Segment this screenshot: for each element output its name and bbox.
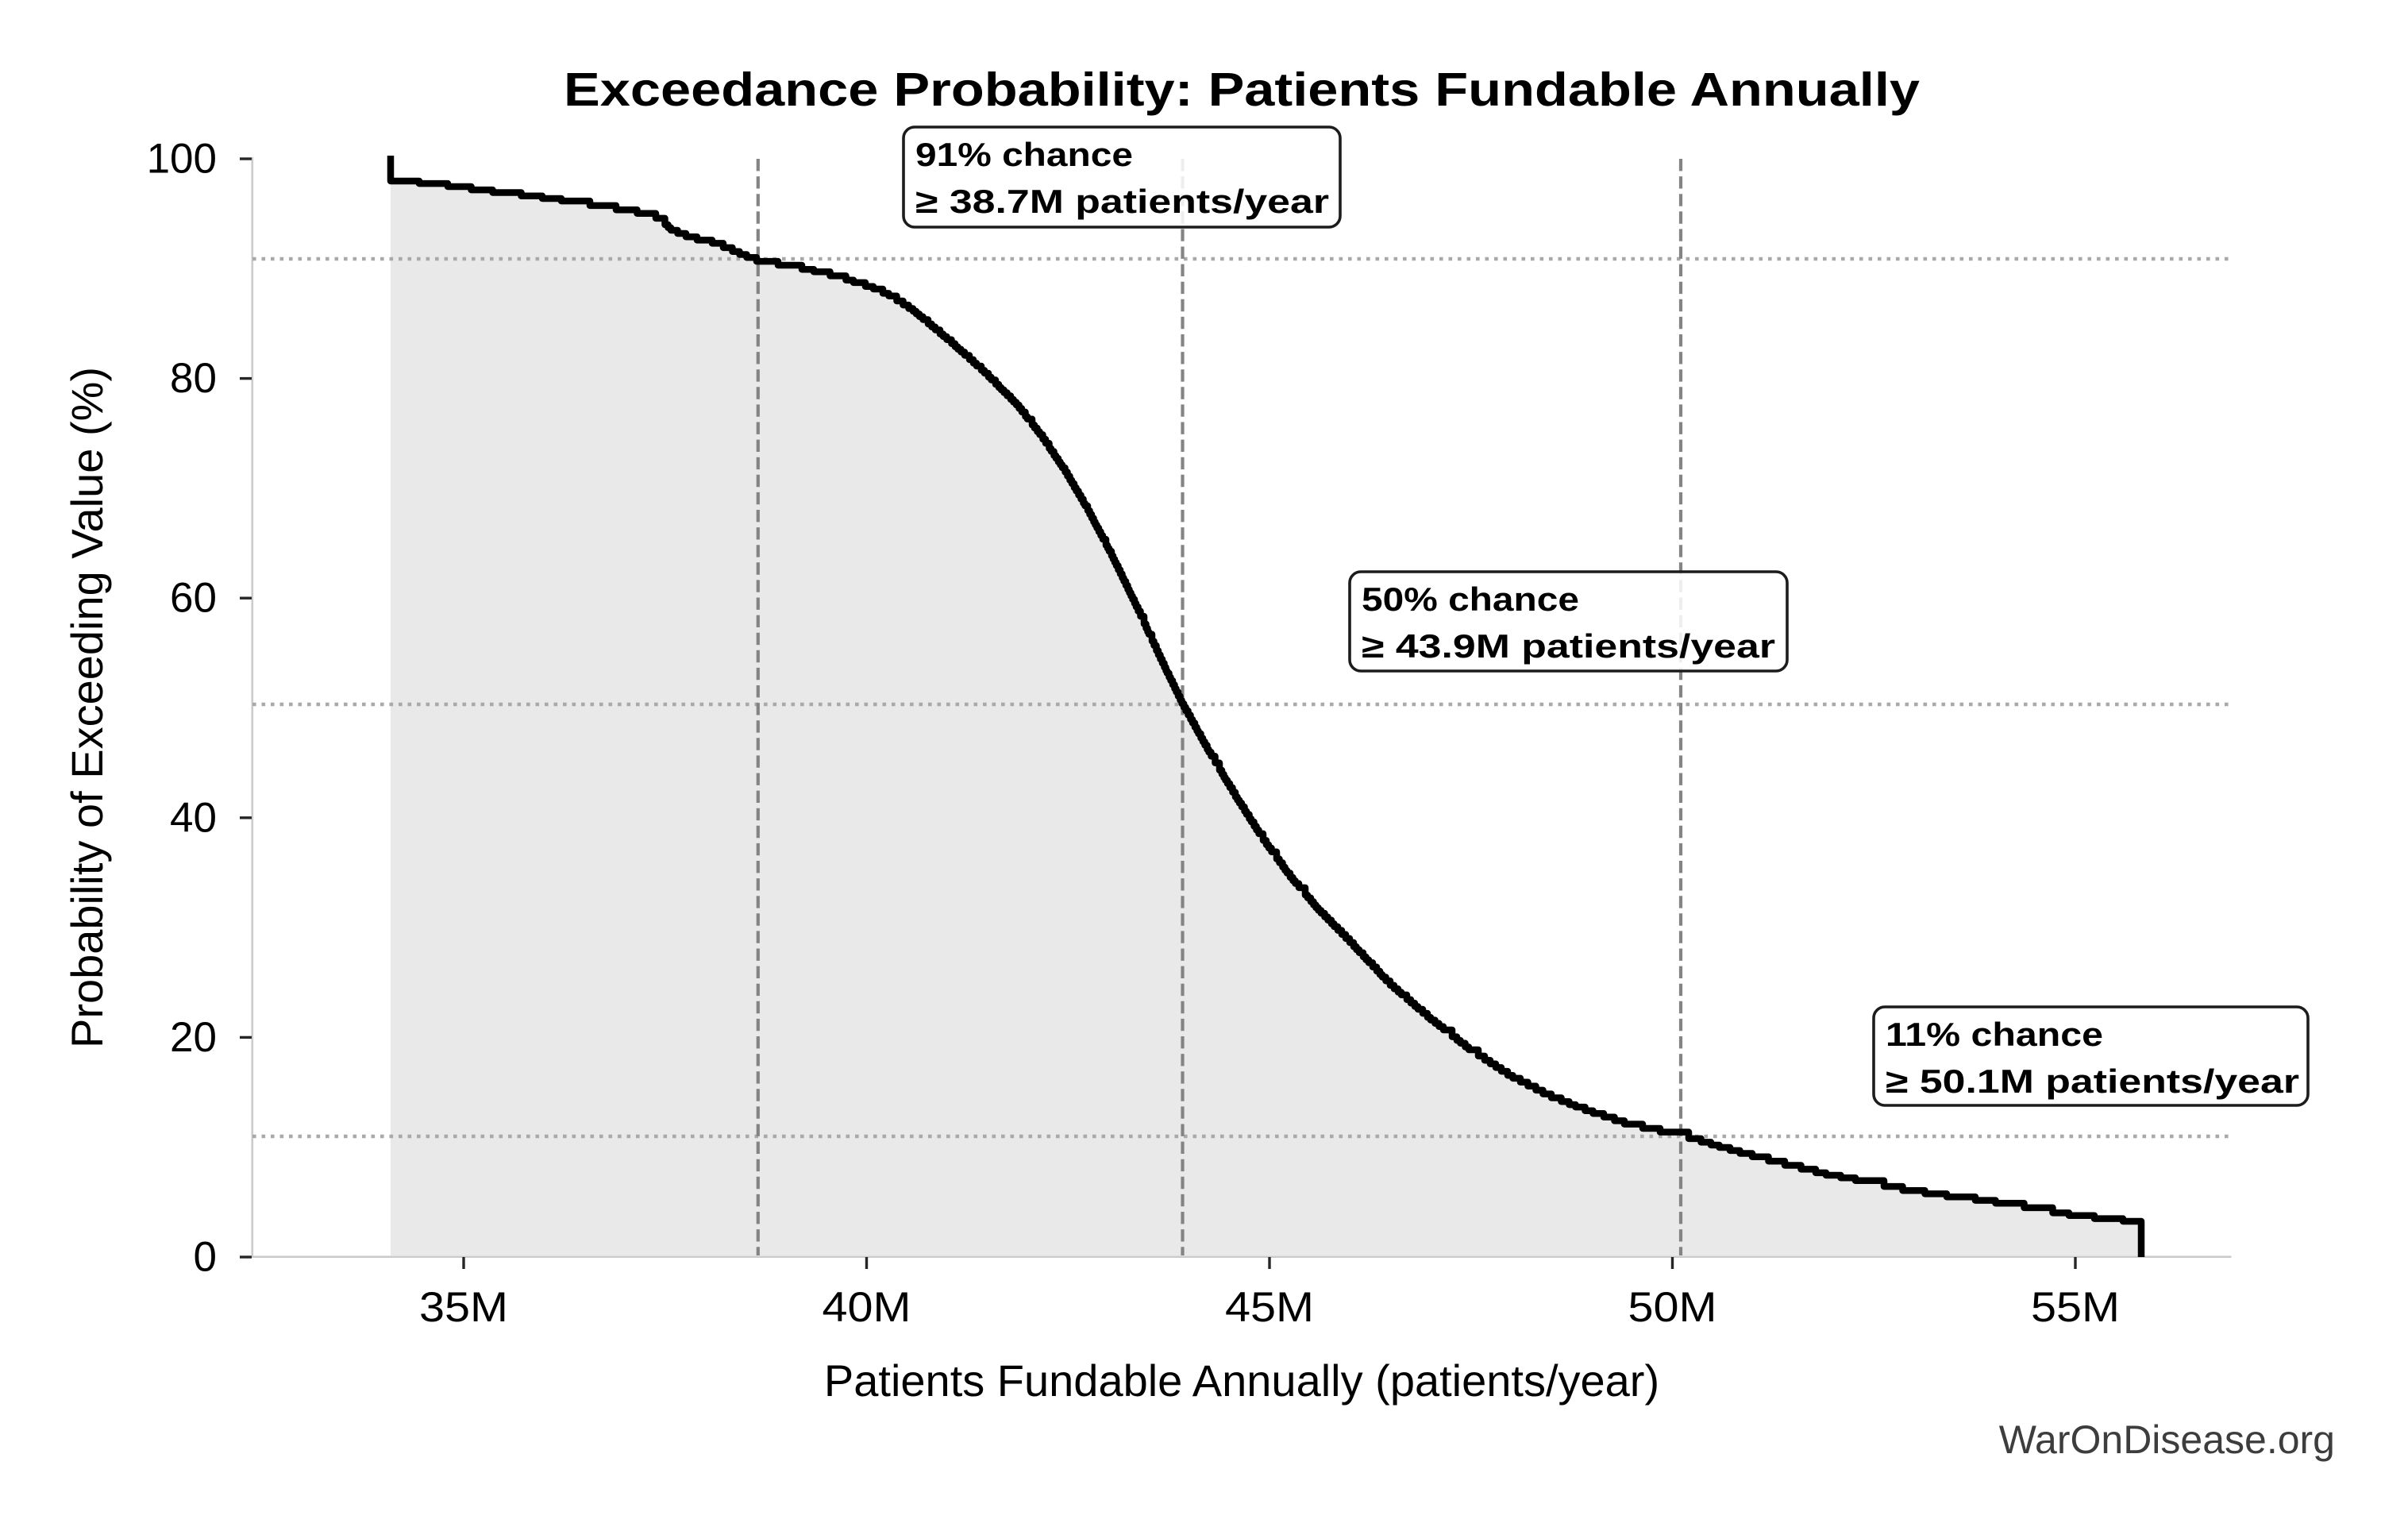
- svg-text:Probability of Exceeding Value: Probability of Exceeding Value (%): [62, 367, 112, 1048]
- svg-text:WarOnDisease.org: WarOnDisease.org: [1999, 1417, 2335, 1462]
- svg-text:100: 100: [147, 136, 217, 183]
- svg-text:≥ 43.9M patients/year: ≥ 43.9M patients/year: [1362, 627, 1775, 665]
- svg-text:45M: 45M: [1225, 1284, 1314, 1331]
- svg-text:40: 40: [170, 794, 217, 841]
- svg-text:91% chance: 91% chance: [915, 136, 1133, 173]
- svg-text:60: 60: [170, 575, 217, 622]
- svg-text:55M: 55M: [2031, 1284, 2120, 1331]
- svg-text:35M: 35M: [419, 1284, 508, 1331]
- svg-text:40M: 40M: [823, 1284, 911, 1331]
- svg-text:20: 20: [170, 1014, 217, 1061]
- svg-text:50% chance: 50% chance: [1362, 580, 1579, 618]
- svg-text:0: 0: [194, 1234, 217, 1281]
- svg-text:≥ 50.1M patients/year: ≥ 50.1M patients/year: [1886, 1062, 2299, 1100]
- svg-text:≥ 38.7M patients/year: ≥ 38.7M patients/year: [915, 183, 1329, 220]
- svg-text:50M: 50M: [1628, 1284, 1717, 1331]
- svg-text:Patients Fundable Annually (pa: Patients Fundable Annually (patients/yea…: [824, 1356, 1659, 1406]
- svg-text:11% chance: 11% chance: [1886, 1016, 2103, 1053]
- svg-text:Exceedance Probability: Patien: Exceedance Probability: Patients Fundabl…: [564, 64, 1920, 116]
- svg-text:80: 80: [170, 355, 217, 402]
